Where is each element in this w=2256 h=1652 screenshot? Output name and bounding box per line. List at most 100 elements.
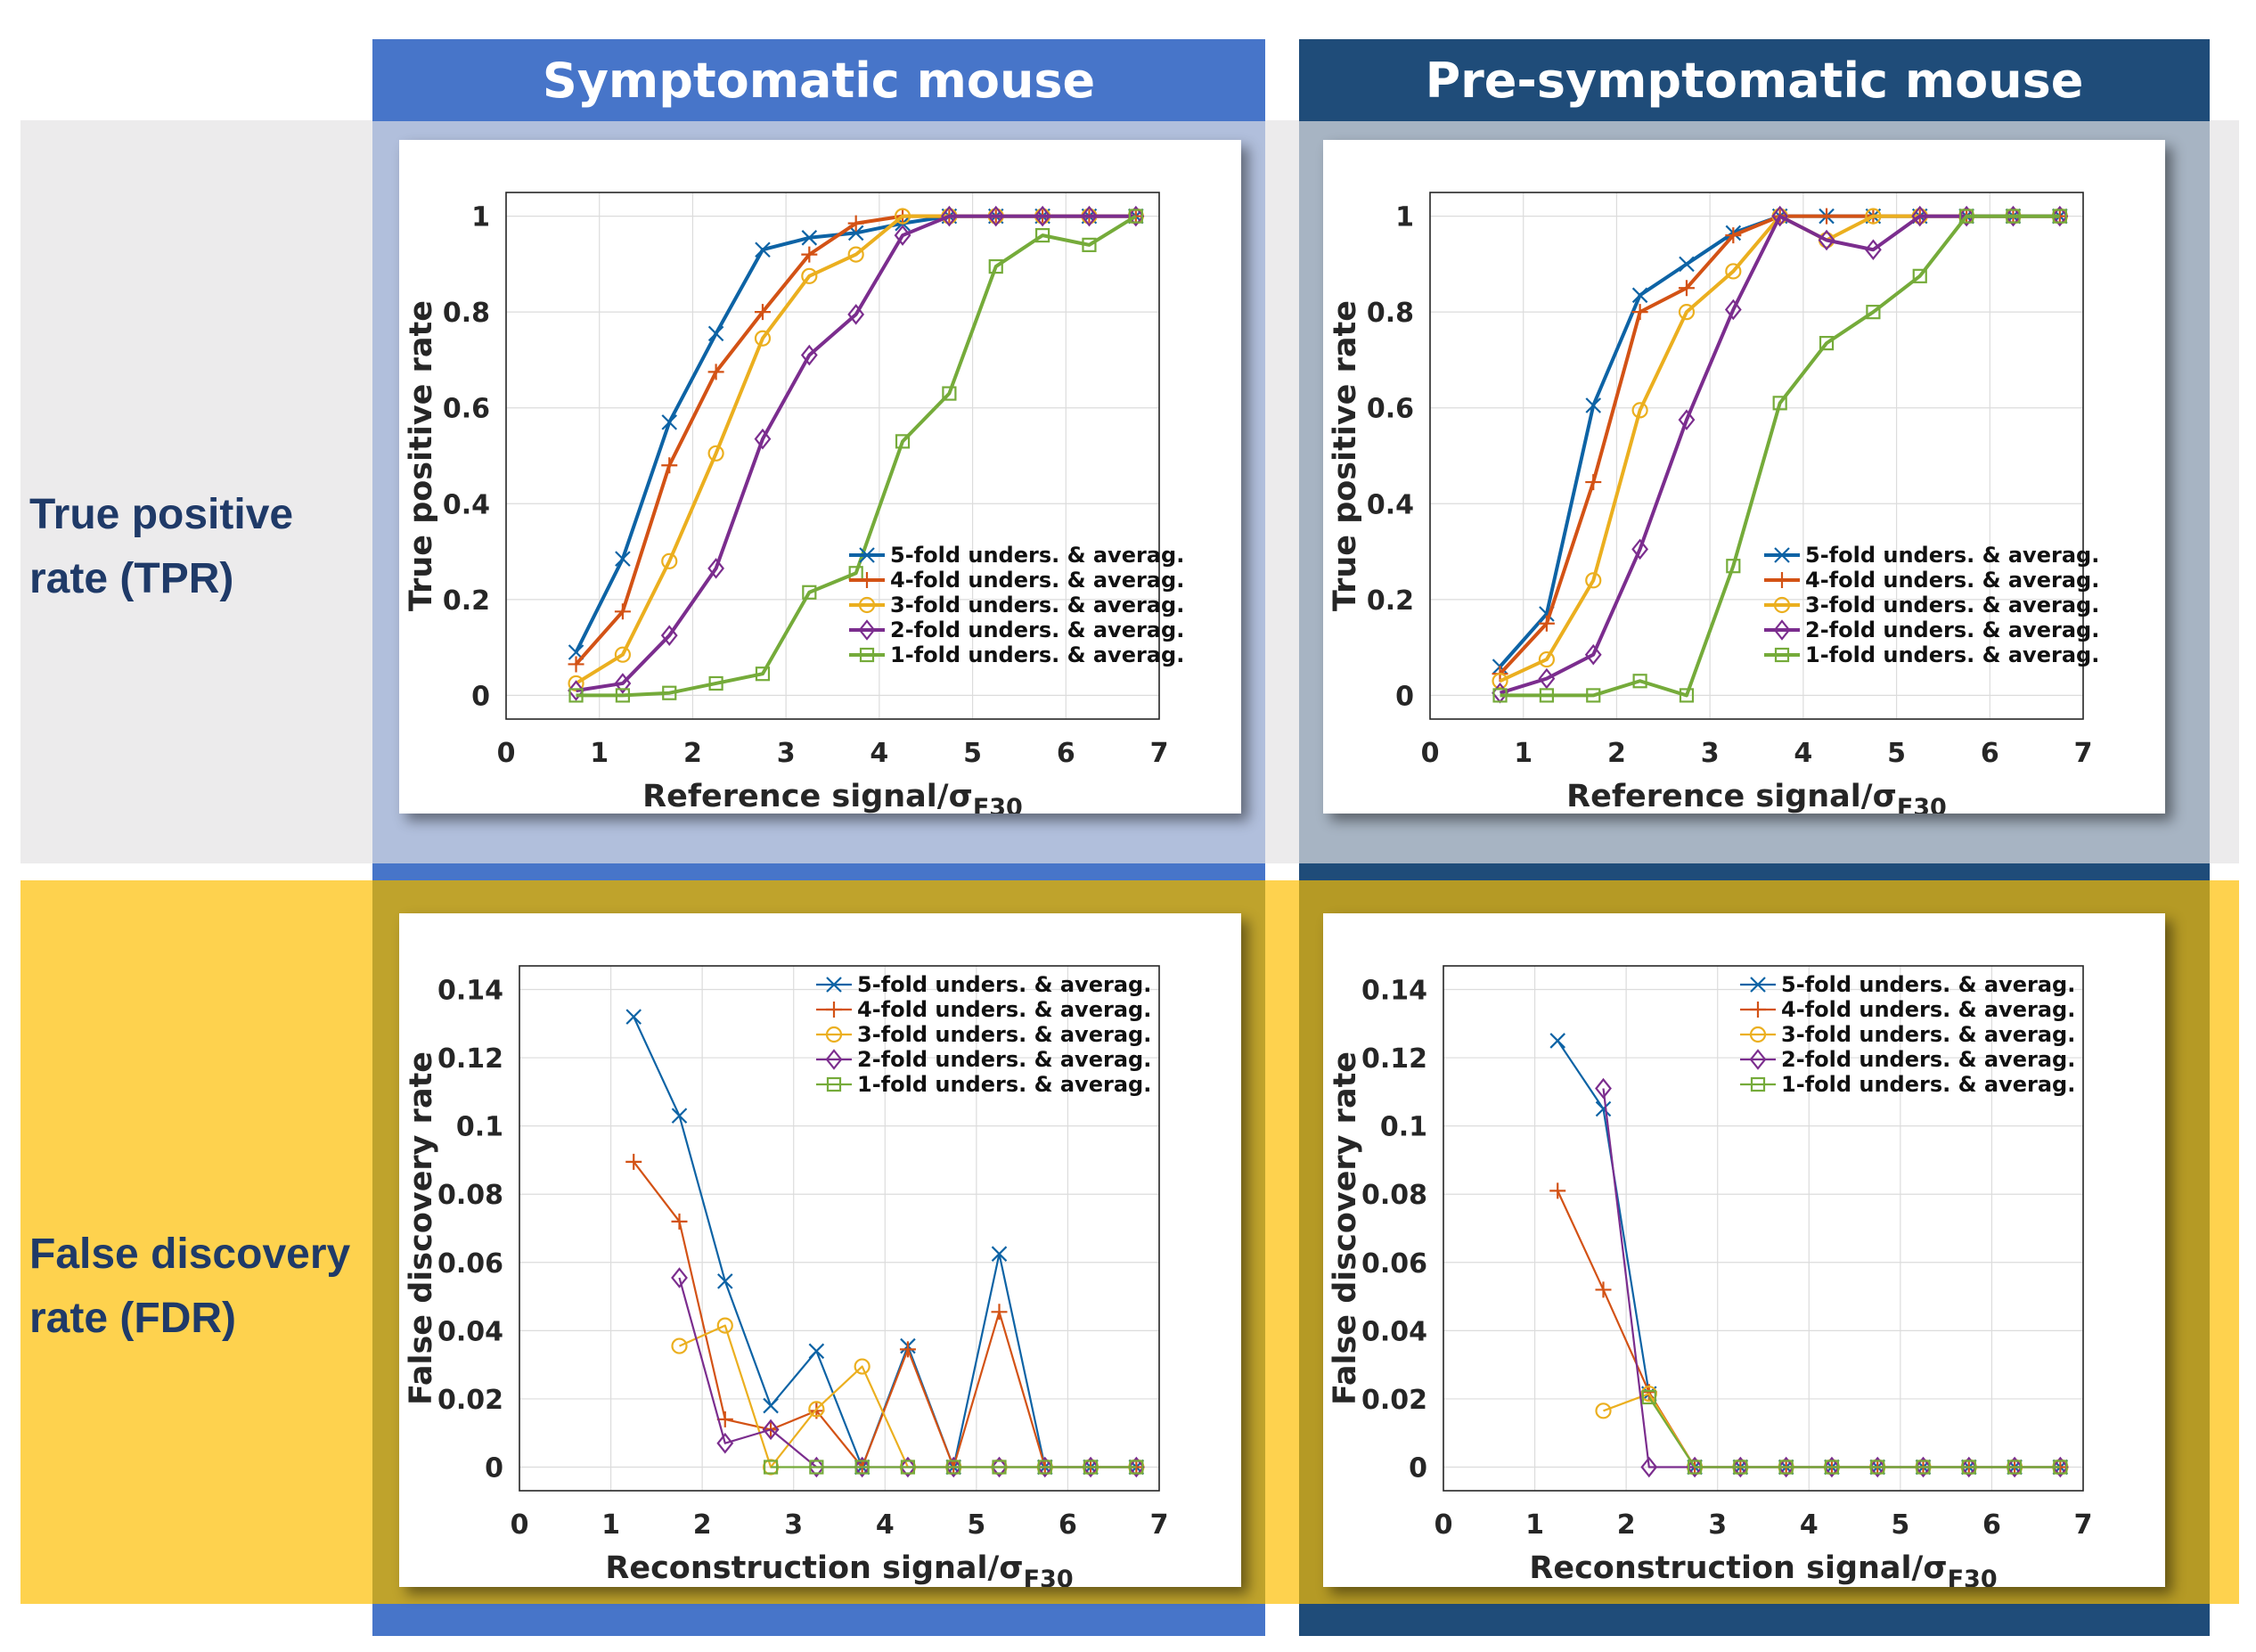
plot-area-frame: [519, 965, 1160, 1492]
data-point: [1595, 1403, 1612, 1419]
row-label-tpr-line2: rate (TPR): [29, 555, 234, 602]
data-point: [1538, 615, 1555, 632]
y-tick-label: 0.02: [1361, 1385, 1427, 1416]
row-label-fdr: False discovery rate (FDR): [29, 1223, 350, 1351]
y-tick-label: 0.2: [1367, 585, 1414, 617]
legend-label: 4-fold unders. & averag.: [1781, 997, 2075, 1022]
data-point: [1911, 205, 1929, 227]
data-point: [625, 1153, 642, 1170]
data-point: [1823, 1456, 1841, 1478]
data-point: [1549, 1182, 1566, 1199]
data-point: [1772, 396, 1787, 411]
legend-marker: [826, 1076, 842, 1092]
row-label-fdr-line1: False discovery: [29, 1231, 351, 1278]
data-point: [2051, 205, 2069, 227]
x-tick-label: 5: [1891, 1509, 1909, 1541]
y-tick-label: 0.12: [437, 1043, 503, 1075]
data-point: [991, 1246, 1008, 1262]
data-point: [1595, 1077, 1612, 1100]
x-tick-label: 0: [1421, 738, 1440, 769]
data-point: [754, 330, 772, 347]
chart-tpr-symptomatic: 0 1 2 3 4 5 6 7 0 0.2 0.4 0.6 0.8 1 Reference signal/σ…: [404, 192, 1184, 814]
legend-label: 5-fold unders. & averag.: [857, 972, 1151, 997]
data-point: [801, 246, 818, 263]
x-tick-label: 2: [693, 1509, 712, 1541]
data-point: [1538, 650, 1555, 668]
data-point: [763, 1460, 779, 1475]
data-point: [1678, 280, 1695, 297]
data-point: [1538, 667, 1556, 690]
data-point: [2051, 1456, 2069, 1478]
row-label-tpr-line1: True positive: [29, 491, 294, 538]
legend-marker: [825, 1049, 843, 1070]
data-point: [1127, 1456, 1145, 1478]
data-point: [1585, 397, 1602, 413]
y-tick-label: 0.2: [443, 585, 490, 617]
x-tick-label: 1: [590, 738, 609, 769]
x-tick-label: 0: [1435, 1509, 1453, 1541]
x-tick-label: 7: [1150, 1509, 1169, 1541]
data-point: [1725, 227, 1742, 244]
legend-label: 1-fold unders. & averag.: [857, 1072, 1151, 1097]
panel-fdr-presymptomatic: 0 1 2 3 4 5 6 7 0 0.02 0.04 0.06 0.08 0.1 0.12 0.14 Reco…: [1323, 913, 2165, 1587]
data-point: [1679, 256, 1695, 273]
data-point: [1631, 287, 1648, 304]
y-tick-label: 0.8: [1367, 298, 1414, 329]
data-point: [1819, 208, 1835, 225]
data-point: [1586, 688, 1601, 703]
series-1-fold: [1641, 1389, 2068, 1475]
data-point: [991, 1304, 1008, 1321]
data-point: [847, 215, 864, 232]
data-point: [661, 552, 678, 569]
x-tick-label: 4: [870, 738, 888, 769]
data-point: [1778, 1460, 1794, 1475]
legend-label: 2-fold unders. & averag.: [1781, 1047, 2075, 1072]
legend-label: 3-fold unders. & averag.: [890, 593, 1184, 617]
column-presymptomatic-footer: [1299, 1604, 2210, 1636]
x-tick-label: 6: [1982, 1509, 2001, 1541]
data-point: [1585, 572, 1602, 589]
data-point: [614, 603, 631, 620]
x-tick-label: 3: [777, 738, 796, 769]
data-point: [615, 688, 630, 703]
data-point: [1916, 1460, 1931, 1475]
data-point: [1958, 205, 1975, 227]
legend: 5-fold unders. & averag.4-fold unders. &…: [1740, 972, 2075, 1097]
data-point: [568, 680, 584, 701]
data-point: [808, 1401, 825, 1418]
legend-marker: [1750, 977, 1766, 993]
data-point: [763, 1397, 779, 1414]
data-point: [1631, 538, 1649, 560]
x-tick-label: 2: [1607, 738, 1626, 769]
panel-tpr-presymptomatic: 0 1 2 3 4 5 6 7 0 0.2 0.4 0.6 0.8 1 Reference signal/σ…: [1323, 140, 2165, 814]
legend-label: 2-fold unders. & averag.: [857, 1047, 1151, 1072]
legend-marker: [1750, 1076, 1766, 1092]
data-point: [1866, 305, 1881, 320]
data-point: [1631, 304, 1648, 321]
data-point: [800, 344, 818, 366]
data-point: [1864, 239, 1882, 261]
y-tick-label: 0.04: [1361, 1316, 1427, 1347]
data-point: [1687, 1460, 1703, 1475]
data-point: [717, 1273, 733, 1289]
series-line: [576, 214, 1136, 693]
legend-label: 3-fold unders. & averag.: [1805, 593, 2099, 617]
data-point: [615, 551, 631, 567]
data-point: [1492, 673, 1508, 690]
x-tick-label: 3: [784, 1509, 803, 1541]
legend-marker: [1774, 547, 1790, 563]
x-tick-label: 6: [1981, 738, 1999, 769]
data-point: [1640, 1456, 1658, 1478]
data-point: [1127, 205, 1145, 227]
data-point: [1034, 205, 1051, 227]
series-2-fold: [568, 205, 1145, 701]
x-tick-label: 7: [1150, 738, 1169, 769]
legend: 5-fold unders. & averag.4-fold unders. &…: [816, 972, 1151, 1097]
data-point: [1492, 688, 1508, 703]
plot-area-frame: [1429, 192, 2084, 720]
y-tick-label: 0.14: [437, 976, 503, 1007]
data-point: [660, 625, 678, 646]
data-point: [716, 1411, 733, 1427]
data-point: [1912, 268, 1927, 283]
data-point: [894, 208, 911, 225]
